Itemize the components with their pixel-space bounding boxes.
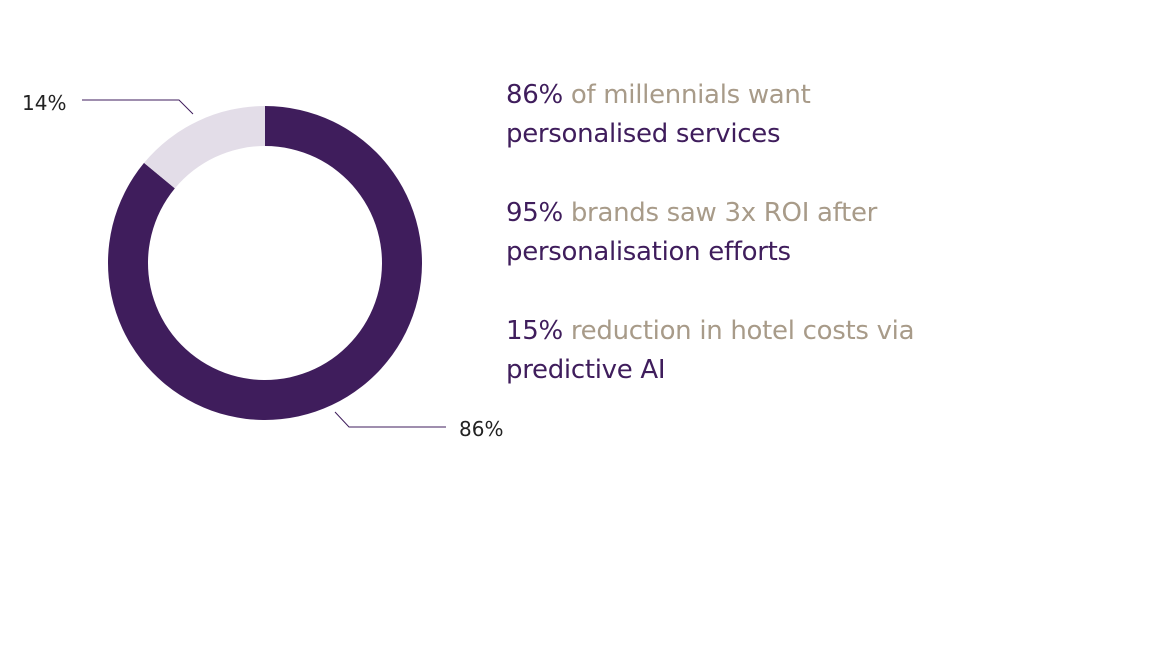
stats-list: 86% of millennials want personalised ser… — [506, 76, 1106, 430]
stat-roi-text: brands saw 3x ROI after — [562, 198, 878, 228]
slice-label-large: 86% — [459, 417, 503, 441]
label-leader-line-large — [334, 411, 446, 428]
donut-chart: 14% 86% — [22, 91, 503, 441]
slice-label-small: 14% — [22, 91, 66, 115]
stat-millennials-subject: personalised services — [506, 119, 781, 149]
stat-millennials-figure: 86% — [506, 80, 563, 110]
donut-slices — [107, 106, 423, 420]
stat-hotel-costs-text: reduction in hotel costs via — [562, 316, 915, 346]
stat-hotel-costs-subject: predictive AI — [506, 355, 666, 385]
label-leader-line-small — [82, 99, 194, 115]
stat-hotel-costs: 15% reduction in hotel costs via predict… — [506, 312, 1106, 390]
stat-roi-figure: 95% — [506, 198, 563, 228]
donut-slice-14 — [144, 106, 265, 189]
stat-roi: 95% brands saw 3x ROI after personalisat… — [506, 194, 1106, 272]
stat-hotel-costs-figure: 15% — [506, 316, 563, 346]
stat-millennials: 86% of millennials want personalised ser… — [506, 76, 1106, 154]
stat-millennials-text: of millennials want — [562, 80, 811, 110]
stat-roi-subject: personalisation efforts — [506, 237, 791, 267]
